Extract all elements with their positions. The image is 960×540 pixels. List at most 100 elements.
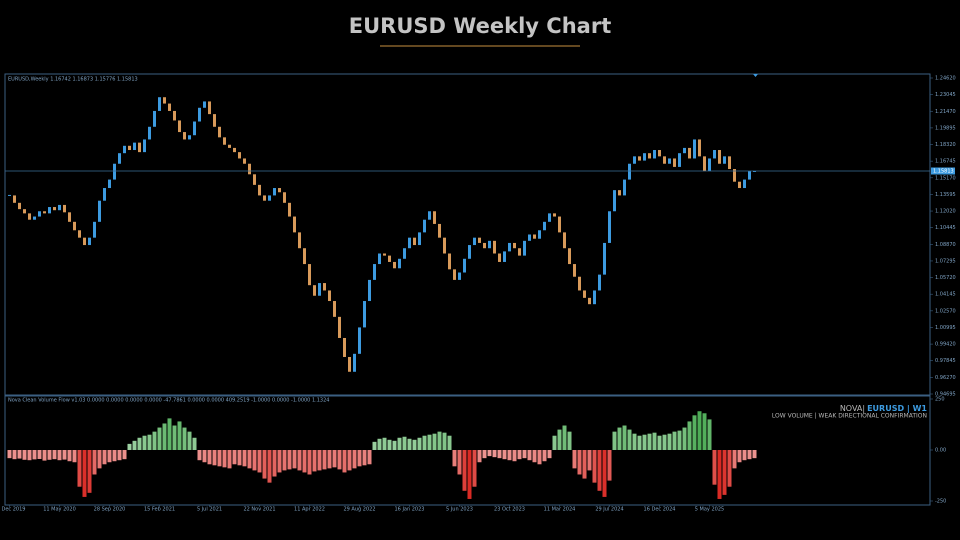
volume-bar (317, 450, 322, 471)
volume-bar (212, 450, 217, 466)
candle (743, 179, 746, 189)
candle (538, 230, 541, 239)
candle (63, 204, 66, 213)
candle (383, 253, 386, 256)
candle (553, 213, 556, 217)
volume-bar (137, 437, 142, 450)
volume-bar (732, 450, 737, 469)
volume-bar (517, 450, 522, 460)
volume-bar (167, 418, 172, 450)
candle (103, 188, 106, 201)
x-tick-label: 29 Jul 2024 (595, 507, 623, 513)
candle (398, 258, 401, 269)
x-tick-label: 11 May 2020 (43, 507, 76, 513)
candle (428, 211, 431, 220)
candle (233, 147, 236, 153)
candle (468, 245, 471, 259)
volume-bar (287, 450, 292, 470)
x-tick-label: 15 Feb 2021 (144, 507, 175, 513)
candle (443, 237, 446, 254)
volume-bar (297, 450, 302, 471)
volume-bar (557, 429, 562, 450)
candle (388, 255, 391, 262)
candle (23, 209, 26, 214)
candle (93, 221, 96, 238)
volume-bar (17, 450, 22, 459)
volume-bar (292, 450, 297, 469)
candle (73, 221, 76, 231)
candle (373, 264, 376, 280)
candle (278, 188, 281, 193)
candle (113, 163, 116, 180)
volume-bar (497, 450, 502, 459)
candle (228, 144, 231, 148)
volume-bar (397, 437, 402, 450)
volume-bar (632, 433, 637, 450)
y-tick-label: 1.16745 (935, 159, 956, 165)
candle (323, 283, 326, 291)
volume-bar (617, 427, 622, 450)
volume-bar (412, 439, 417, 450)
volume-bar (522, 450, 527, 459)
y-tick-label: 0.00 (935, 448, 946, 454)
candle (168, 103, 171, 111)
candle (333, 301, 336, 317)
candle (708, 158, 711, 172)
y-tick-label: 0.96270 (935, 375, 956, 381)
volume-bar (222, 450, 227, 468)
volume-bar (57, 450, 62, 461)
volume-bar (462, 450, 467, 491)
candle (403, 248, 406, 259)
candle (698, 139, 701, 157)
volume-bar (347, 450, 352, 471)
volume-bar (87, 450, 92, 493)
volume-bar (622, 425, 627, 450)
volume-bar (447, 435, 452, 450)
indicator-brand: NOVA| EURUSD | W1 (840, 404, 928, 413)
y-tick-label: 1.07295 (935, 258, 956, 264)
volume-bar (12, 450, 17, 460)
candle (413, 237, 416, 246)
y-tick-label: 1.19895 (935, 125, 956, 131)
candle (488, 240, 491, 249)
candle (253, 174, 256, 185)
candle (458, 272, 461, 280)
volume-bar (707, 419, 712, 450)
volume-bar (227, 450, 232, 469)
y-tick-label: 1.08870 (935, 242, 956, 248)
volume-bar (237, 450, 242, 466)
candle (308, 264, 311, 286)
x-tick-label: 22 Nov 2021 (243, 507, 275, 513)
volume-bar (422, 435, 427, 450)
y-tick-label: 1.21470 (935, 109, 956, 115)
candle (183, 132, 186, 140)
volume-bar (272, 450, 277, 477)
candle (198, 107, 201, 122)
candle (573, 264, 576, 277)
x-tick-label: 23 Dec 2019 (0, 507, 25, 513)
shift-marker (753, 74, 758, 77)
candle (158, 97, 161, 111)
y-tick-label: 1.00995 (935, 325, 956, 331)
candle (243, 158, 246, 164)
candle (203, 101, 206, 108)
volume-bar (22, 450, 27, 460)
volume-bar (482, 450, 487, 459)
candle (298, 232, 301, 249)
candle (703, 156, 706, 172)
candle (548, 213, 551, 222)
volume-bar (322, 450, 327, 470)
candle (563, 232, 566, 249)
candle (378, 253, 381, 265)
volume-bar (427, 434, 432, 450)
candle (393, 261, 396, 269)
candle (483, 242, 486, 249)
candle (713, 150, 716, 159)
x-tick-label: 16 Dec 2024 (644, 507, 676, 513)
volume-bar (257, 450, 262, 473)
y-tick-label: 1.04145 (935, 292, 956, 298)
candle (578, 276, 581, 291)
volume-bar (37, 450, 42, 459)
candle (478, 237, 481, 243)
